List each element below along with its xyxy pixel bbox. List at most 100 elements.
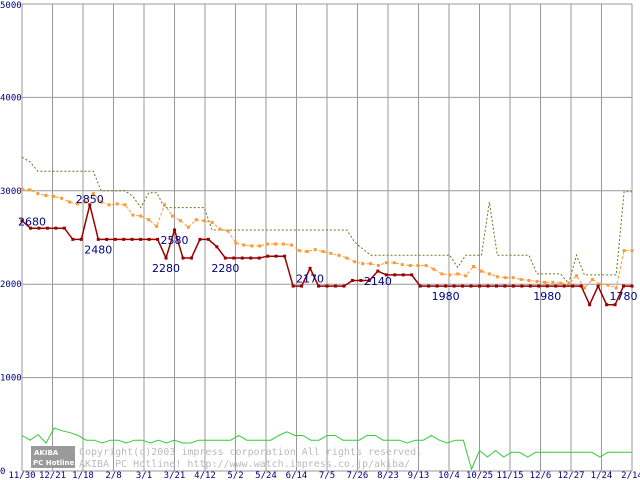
y-axis-ticks: 0 1000 2000 3000 4000 5000: [0, 1, 22, 477]
point-min: [223, 256, 227, 260]
point-avg: [424, 264, 428, 268]
x-tick-label: 8/23: [377, 471, 399, 480]
x-tick-label: 11/30: [8, 471, 35, 480]
point-avg: [250, 244, 254, 248]
point-avg: [313, 248, 317, 252]
point-avg: [329, 251, 333, 255]
point-avg: [139, 214, 143, 218]
point-avg: [622, 249, 626, 253]
point-min: [28, 226, 32, 230]
point-min: [79, 237, 83, 241]
point-min: [588, 303, 592, 307]
point-min: [291, 284, 295, 288]
point-avg: [155, 224, 159, 228]
point-min: [367, 278, 371, 282]
point-avg: [590, 278, 594, 282]
point-min: [266, 254, 270, 258]
point-min: [427, 284, 431, 288]
point-min: [384, 273, 388, 277]
point-min: [461, 284, 465, 288]
point-min: [571, 284, 575, 288]
point-min: [613, 303, 617, 307]
point-min: [350, 278, 354, 282]
point-avg: [567, 282, 571, 286]
point-avg: [559, 281, 563, 285]
point-avg: [147, 218, 151, 222]
point-avg: [163, 203, 167, 207]
point-avg: [123, 203, 127, 207]
point-avg: [551, 280, 555, 284]
point-min: [71, 237, 75, 241]
y-tick-label: 0: [0, 467, 5, 477]
site-url-text: AKIBA PC Hotline! http://www.watch.impre…: [79, 459, 410, 470]
point-avg: [289, 243, 293, 247]
point-avg: [448, 273, 452, 277]
chart-grid: [21, 3, 633, 472]
point-avg: [305, 250, 309, 254]
point-avg: [353, 260, 357, 264]
point-avg: [202, 219, 206, 223]
point-min: [333, 284, 337, 288]
point-avg: [384, 261, 388, 265]
point-avg: [107, 203, 111, 207]
point-min: [173, 228, 176, 232]
point-avg: [258, 244, 262, 248]
y-tick-label: 2000: [0, 280, 22, 290]
x-tick-label: 3/1: [136, 471, 152, 480]
point-min: [452, 284, 456, 288]
point-min: [215, 245, 219, 249]
point-min: [503, 284, 507, 288]
point-avg: [99, 200, 103, 204]
point-min: [444, 284, 448, 288]
point-avg: [598, 282, 602, 286]
data-label: 2680: [18, 216, 46, 229]
point-min: [579, 284, 583, 288]
x-tick-label: 9/13: [408, 471, 430, 480]
point-min: [494, 284, 498, 288]
point-avg: [194, 218, 198, 222]
point-avg: [376, 264, 380, 268]
point-avg: [242, 243, 246, 247]
x-tick-label: 10/25: [466, 471, 493, 480]
point-min: [605, 303, 609, 307]
copyright-text: Copyright(c)2003 impress corporation All…: [79, 447, 422, 458]
point-min: [122, 237, 126, 241]
point-avg: [543, 280, 547, 284]
x-tick-label: 6/14: [286, 471, 308, 480]
point-avg: [416, 264, 420, 268]
data-label: 2580: [161, 234, 189, 247]
series-min: [20, 203, 634, 307]
point-avg: [44, 193, 48, 197]
point-min: [520, 284, 524, 288]
x-tick-label: 5/2: [227, 471, 243, 480]
point-min: [308, 266, 312, 270]
point-min: [37, 226, 41, 230]
point-min: [249, 256, 253, 260]
data-labels: 2680 2850 2480 2580 2280 2280 2170 2140 1980 1980…: [18, 193, 638, 303]
point-avg: [234, 241, 238, 245]
point-avg: [337, 253, 341, 257]
point-avg: [369, 262, 373, 266]
point-min: [147, 237, 151, 241]
point-min: [622, 284, 626, 288]
point-avg: [503, 276, 507, 280]
point-avg: [321, 250, 325, 254]
point-min: [478, 284, 481, 288]
point-avg: [432, 267, 436, 271]
point-avg: [630, 249, 634, 253]
point-min: [232, 256, 236, 260]
point-avg: [345, 256, 349, 260]
data-label: 1980: [533, 290, 561, 303]
point-min: [105, 237, 109, 241]
point-avg: [297, 249, 301, 253]
point-avg: [511, 276, 515, 280]
point-min: [317, 284, 321, 288]
point-avg: [361, 262, 365, 266]
point-min: [537, 284, 541, 288]
x-tick-label: 1/18: [72, 471, 94, 480]
point-min: [156, 237, 160, 241]
y-tick-label: 1000: [0, 374, 22, 384]
series-layer: [20, 156, 634, 471]
watermark: AKIBA PC Hotline! Copyright(c)2003 impre…: [31, 446, 422, 470]
